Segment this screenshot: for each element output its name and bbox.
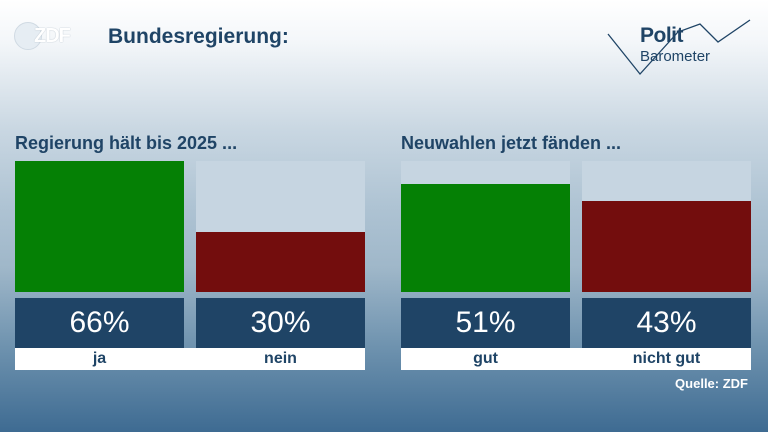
zdf-logo-circle (14, 22, 42, 50)
brand-polit: Polit (640, 24, 684, 47)
bar-container (401, 161, 570, 292)
category-label-nicht-gut: nicht gut (632, 350, 701, 367)
zdf-logo: ZDF (14, 22, 84, 50)
value-label-nicht-gut: 43% (582, 298, 751, 348)
bar-nicht-gut (582, 201, 751, 292)
bar-nein (196, 232, 365, 292)
zdf-logo-text: ZDF (34, 24, 71, 47)
bar-container (582, 161, 751, 292)
politbarometer-logo: Polit Barometer (600, 12, 760, 82)
category-label-nein: nein (264, 350, 297, 367)
bar-gut (401, 184, 570, 292)
bar-ja (15, 161, 184, 292)
page-title: Bundesregierung: (108, 25, 289, 48)
source-note: Quelle: ZDF (675, 376, 748, 391)
value-label-ja: 66% (15, 298, 184, 348)
bar-container (15, 161, 184, 292)
category-strip (15, 348, 365, 370)
panel-title-new-elections: Neuwahlen jetzt fänden ... (401, 133, 622, 153)
politbarometer-zigzag-icon (607, 19, 751, 76)
bar-container (196, 161, 365, 292)
category-label-ja: ja (92, 350, 107, 367)
value-label-gut: 51% (401, 298, 570, 348)
category-label-gut: gut (473, 350, 498, 367)
brand-barometer: Barometer (640, 48, 711, 65)
panel-title-government: Regierung hält bis 2025 ... (15, 133, 238, 153)
category-strip (401, 348, 751, 370)
value-label-nein: 30% (196, 298, 365, 348)
